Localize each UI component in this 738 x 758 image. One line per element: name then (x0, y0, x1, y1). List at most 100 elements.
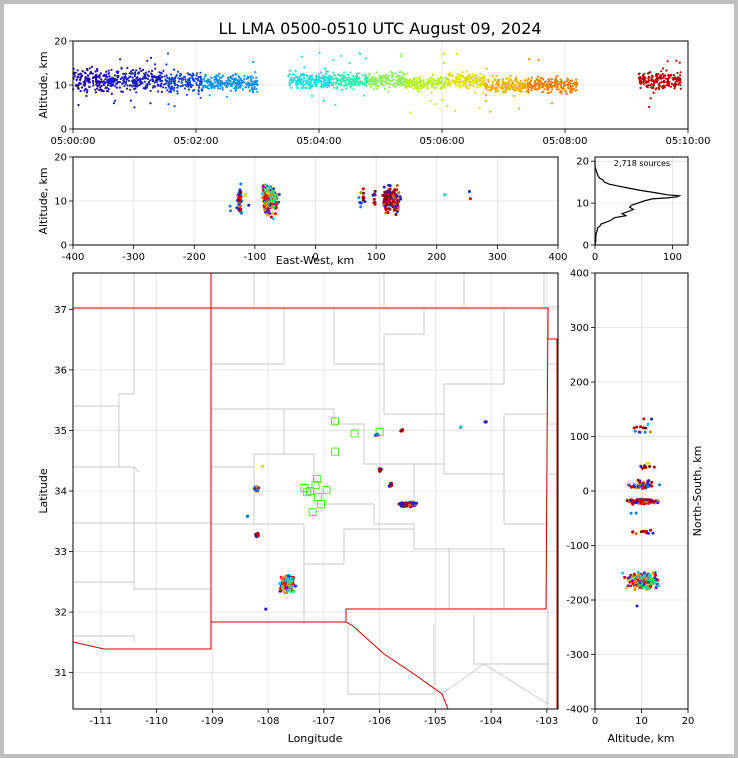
source-point (679, 87, 682, 90)
source-point (352, 88, 355, 91)
source-point (575, 81, 578, 84)
source-point (107, 72, 110, 75)
source-point (103, 83, 106, 86)
source-point (436, 77, 439, 80)
ns-source-point (632, 483, 636, 487)
source-point (493, 78, 496, 81)
source-point (84, 87, 87, 90)
map-source-point (459, 425, 463, 429)
source-point (353, 79, 356, 82)
source-point (442, 52, 446, 55)
source-point (184, 83, 187, 86)
source-point (512, 94, 515, 98)
map-source-point (289, 576, 293, 581)
source-point (448, 71, 451, 74)
time-axis-tick-label: 05:10:00 (666, 136, 711, 147)
ew-source-point (359, 191, 363, 195)
ns-source-point (635, 604, 639, 608)
source-point (572, 87, 576, 90)
source-point (106, 86, 109, 89)
source-point (85, 67, 89, 71)
source-point (243, 75, 246, 78)
source-point (529, 80, 532, 83)
source-point (519, 89, 522, 92)
source-point (375, 83, 378, 86)
source-point (173, 89, 176, 92)
source-point (640, 77, 644, 80)
map-ticks: -111 -110 -109 -108 -107 -106 -105 -104 -103 31 32… (54, 305, 558, 727)
source-point (122, 72, 125, 75)
source-point (221, 88, 224, 91)
ew-source-point (371, 193, 375, 197)
longitude-axis-tick-label: -104 (480, 716, 503, 727)
ew-source-point (265, 186, 269, 190)
ns-source-point (658, 483, 661, 487)
source-point (115, 86, 119, 89)
source-point (149, 102, 152, 105)
source-point (388, 74, 391, 77)
map-source-point (260, 464, 264, 468)
source-point (254, 83, 258, 86)
source-point (151, 78, 154, 81)
ns-source-point (643, 430, 647, 434)
source-point (679, 74, 682, 77)
ns-source-point (648, 465, 652, 468)
source-point (467, 77, 471, 80)
source-point (77, 84, 80, 87)
source-point (491, 80, 494, 83)
ns-source-point (654, 586, 658, 590)
source-point (240, 84, 243, 87)
source-point (480, 78, 483, 81)
source-point (497, 82, 500, 85)
source-point (527, 88, 530, 91)
source-point (226, 81, 229, 84)
source-point (571, 79, 574, 82)
source-point (145, 84, 148, 87)
east-west-axis-tick-label: -200 (183, 252, 206, 263)
source-point (309, 85, 312, 88)
map-source-point (286, 588, 290, 593)
source-point (468, 84, 471, 87)
source-point (445, 78, 448, 81)
source-point (445, 81, 448, 85)
source-point (679, 84, 682, 87)
north-south-axis-tick-label: 200 (570, 378, 589, 389)
source-point (192, 74, 195, 77)
source-point (167, 85, 171, 88)
source-point (141, 77, 144, 80)
source-point (147, 75, 150, 78)
source-point (303, 86, 306, 89)
source-point (171, 76, 174, 79)
source-point (83, 82, 87, 85)
source-point (507, 85, 510, 88)
source-point (562, 87, 565, 90)
ns-source-point (653, 576, 656, 580)
source-point (248, 82, 251, 85)
source-point (221, 86, 224, 89)
source-point (363, 77, 366, 80)
source-point (548, 82, 552, 85)
source-point (234, 79, 237, 82)
ew-source-point (239, 182, 243, 186)
source-point (547, 77, 550, 81)
source-point (678, 81, 681, 84)
source-point (255, 76, 258, 79)
ns-source-point (638, 481, 642, 484)
source-point (121, 76, 124, 79)
ew-source-point (239, 207, 243, 211)
source-point (566, 78, 570, 81)
source-point (523, 78, 526, 82)
station-marker (313, 474, 322, 483)
ew-source-point (270, 211, 274, 215)
altitude-axis-tick-label: 10 (635, 716, 648, 727)
source-point (390, 79, 394, 82)
source-point (539, 79, 542, 82)
source-point (546, 82, 549, 85)
source-point (87, 77, 90, 80)
ew-source-point (274, 206, 278, 210)
ew-height-ylabel: Altitude, km (37, 167, 50, 234)
source-point (176, 90, 179, 93)
source-point (170, 88, 173, 91)
latitude-axis-tick-label: 34 (54, 487, 67, 498)
station-marker (311, 480, 320, 489)
